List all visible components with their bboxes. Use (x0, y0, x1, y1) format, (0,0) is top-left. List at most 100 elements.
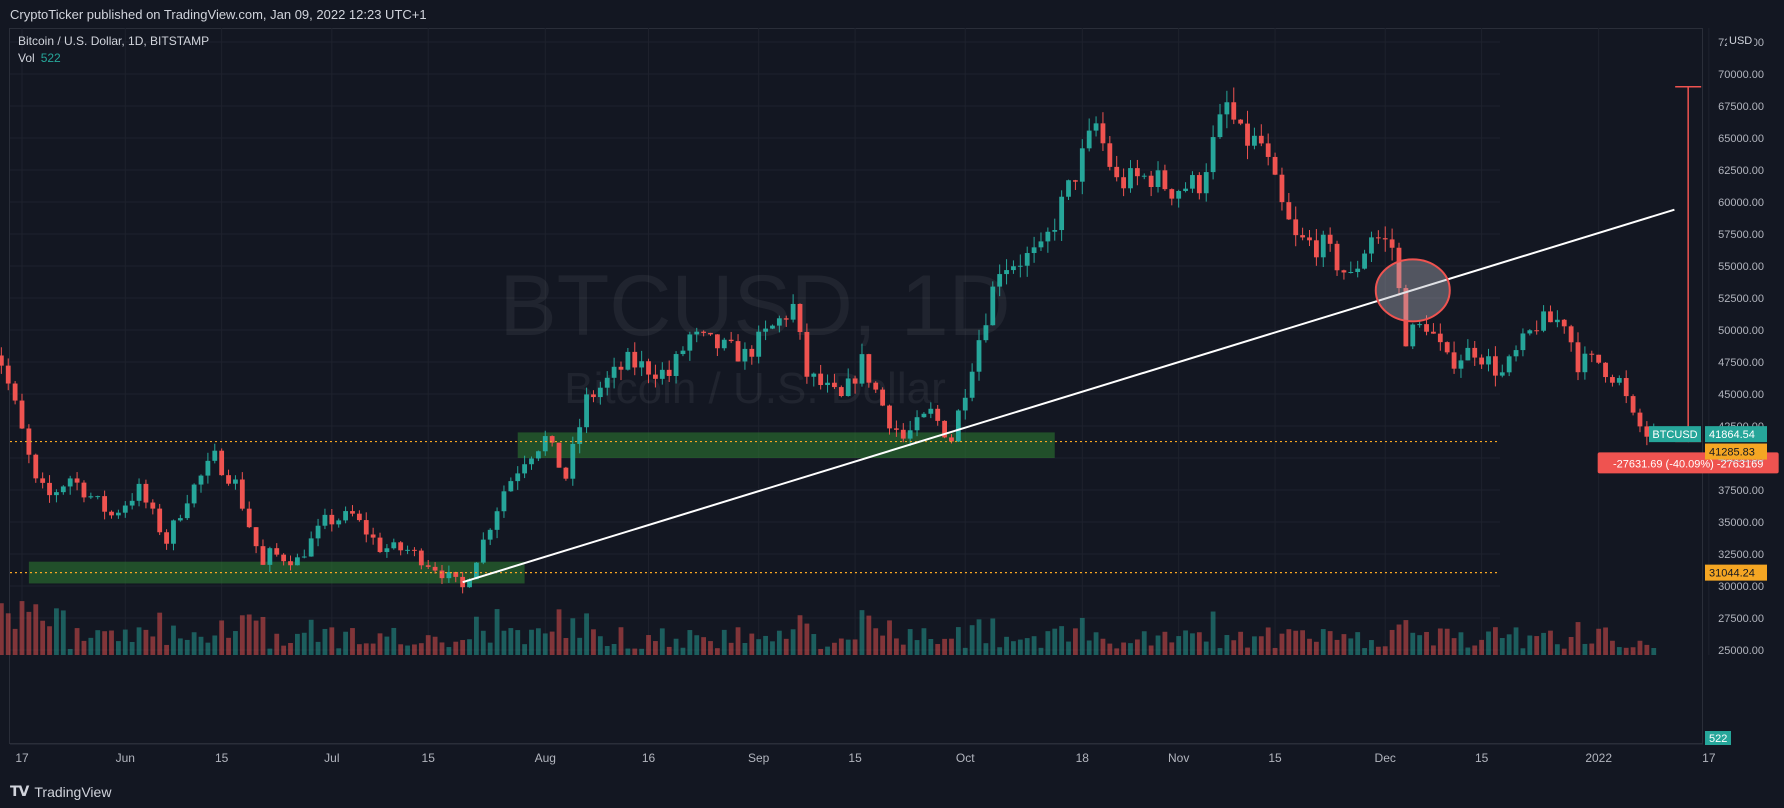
volume-bar (680, 647, 686, 655)
candle-body (1024, 253, 1030, 266)
volume-bar (1596, 628, 1602, 655)
volume-bar (1369, 640, 1374, 655)
volume-bar (1217, 648, 1223, 655)
candle-body (1348, 272, 1354, 274)
volume-bar (1355, 632, 1361, 655)
volume-bar (295, 633, 300, 655)
tradingview-brand[interactable]: 𝗧𝗩 TradingView (10, 783, 111, 800)
volume-bar (102, 631, 108, 655)
symbol-legend[interactable]: Bitcoin / U.S. Dollar, 1D, BITSTAMP (18, 34, 210, 48)
candle-body (33, 454, 39, 479)
volume-bar (115, 641, 121, 655)
candle-body (1217, 114, 1223, 138)
x-tick-label: 15 (215, 751, 229, 765)
candle-body (398, 542, 404, 551)
volume-legend[interactable]: Vol 522 (18, 51, 61, 65)
candle-body (1513, 350, 1519, 357)
candle-body (632, 351, 638, 368)
volume-bar (1183, 630, 1188, 655)
volume-bar (1024, 638, 1030, 655)
candle-body (1231, 102, 1237, 120)
price-axis[interactable] (1703, 28, 1784, 744)
volume-bar (1258, 636, 1264, 655)
volume-bar (1086, 640, 1092, 655)
candle-body (453, 571, 459, 577)
x-tick-label: 16 (642, 751, 656, 765)
candle-body (687, 334, 693, 351)
volume-bar (487, 642, 493, 655)
volume-bar (184, 639, 190, 655)
x-tick-label: 17 (1702, 751, 1716, 765)
volume-bar (26, 611, 32, 655)
volume-bar (1630, 647, 1636, 655)
volume-bar (942, 638, 947, 655)
candle-body (1437, 333, 1443, 343)
candle-body (680, 350, 686, 355)
volume-bar (453, 641, 459, 655)
volume-bar (1410, 632, 1416, 655)
volume-bar (880, 635, 886, 655)
candle-body (646, 361, 651, 375)
candle-body (1396, 247, 1402, 289)
volume-bar (267, 648, 273, 655)
candle-body (136, 483, 142, 501)
volume-bar (1252, 636, 1257, 655)
candle-body (1616, 378, 1622, 383)
level-badge (1705, 564, 1767, 581)
candle-body (1341, 270, 1347, 273)
volume-bar (887, 620, 892, 655)
volume-bar (33, 604, 39, 655)
candle-body (432, 566, 438, 571)
candle-body (1589, 353, 1595, 355)
volume-bar (12, 628, 18, 655)
currency-label[interactable]: USD (1727, 35, 1755, 47)
tradingview-logo-icon: 𝗧𝗩 (10, 783, 29, 799)
candle-body (866, 354, 872, 383)
candle-body (1644, 426, 1650, 437)
volume-bar (852, 639, 858, 655)
candle-body (763, 328, 768, 332)
volume-bar (653, 641, 658, 655)
candle-body (494, 511, 500, 530)
candle-body (542, 436, 548, 452)
candle-body (1458, 360, 1464, 369)
volume-bar (701, 637, 707, 655)
candle-body (1465, 347, 1471, 361)
volume-bar (1196, 632, 1202, 655)
candle-body (1293, 219, 1299, 236)
volume-bar (714, 648, 720, 655)
candle-body (1499, 372, 1505, 376)
candle-body (618, 366, 624, 370)
volume-bar (1293, 630, 1299, 655)
volume-label: Vol (18, 51, 35, 65)
volume-bar (728, 642, 734, 655)
volume-bar (391, 627, 397, 655)
y-tick-label: 65000.00 (1718, 133, 1764, 145)
candle-body (887, 405, 892, 429)
candle-body (1017, 265, 1023, 267)
volume-bar (171, 625, 176, 655)
candle-body (143, 483, 149, 503)
candle-body (205, 460, 211, 476)
volume-bar (239, 615, 245, 655)
volume-bar (1341, 634, 1347, 655)
candle-body (1190, 175, 1195, 189)
volume-bar (143, 629, 149, 655)
candle-body (666, 369, 672, 376)
volume-bar (281, 645, 287, 655)
candle-body (625, 351, 631, 370)
volume-bar (1203, 641, 1209, 655)
volume-bar (1245, 647, 1250, 655)
candle-body (1224, 102, 1230, 115)
volume-bar (60, 610, 66, 655)
candle-body (412, 549, 417, 551)
candle-body (5, 365, 11, 384)
candle-body (1079, 148, 1085, 182)
volume-bar (763, 635, 768, 655)
brand-name: TradingView (34, 783, 112, 800)
volume-bar (666, 646, 672, 655)
volume-bar (804, 623, 810, 655)
volume-bar (212, 635, 218, 655)
volume-bar (742, 642, 748, 655)
